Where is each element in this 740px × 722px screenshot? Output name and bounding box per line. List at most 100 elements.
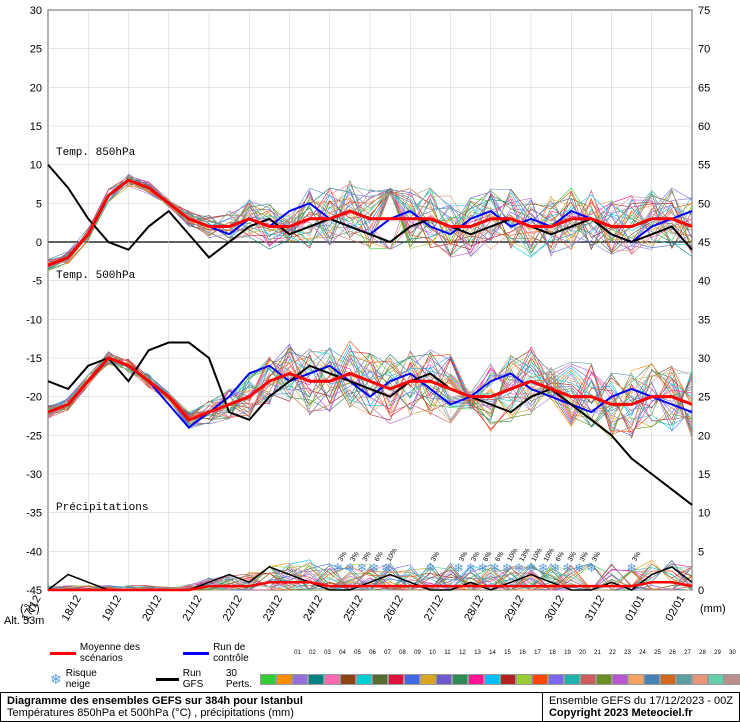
footer-right: Ensemble GEFS du 17/12/2023 - 00Z Copyri… bbox=[543, 693, 739, 721]
svg-text:10%: 10% bbox=[386, 547, 399, 563]
svg-text:30/12: 30/12 bbox=[543, 594, 567, 624]
legend-gfs-label: Run GFS bbox=[183, 668, 214, 690]
svg-text:55: 55 bbox=[698, 160, 710, 172]
legend-control-label: Run de contrôle bbox=[213, 642, 274, 664]
svg-text:❄: ❄ bbox=[333, 561, 343, 575]
svg-text:Alt. 53m: Alt. 53m bbox=[4, 615, 44, 627]
svg-text:19/12: 19/12 bbox=[100, 594, 124, 624]
svg-text:-20: -20 bbox=[26, 392, 42, 404]
svg-text:50: 50 bbox=[698, 198, 710, 210]
svg-text:❄: ❄ bbox=[381, 561, 391, 575]
svg-text:❄: ❄ bbox=[502, 561, 512, 575]
svg-text:❄: ❄ bbox=[369, 561, 379, 575]
svg-text:-10: -10 bbox=[26, 314, 42, 326]
svg-text:01/01: 01/01 bbox=[623, 594, 647, 624]
svg-text:60: 60 bbox=[698, 121, 710, 133]
svg-text:02/01: 02/01 bbox=[664, 594, 688, 624]
chart-container: -45-40-35-30-25-20-15-10-505101520253005… bbox=[0, 0, 740, 700]
svg-text:3%: 3% bbox=[430, 551, 441, 563]
svg-text:5: 5 bbox=[36, 198, 42, 210]
legend-gfs-swatch bbox=[156, 678, 178, 681]
svg-text:❄: ❄ bbox=[627, 561, 637, 575]
svg-text:❄: ❄ bbox=[454, 561, 464, 575]
svg-text:20: 20 bbox=[698, 430, 710, 442]
svg-text:30: 30 bbox=[30, 5, 42, 17]
svg-text:❄: ❄ bbox=[478, 561, 488, 575]
svg-text:Temp. 850hPa: Temp. 850hPa bbox=[56, 147, 136, 159]
legend-snow-label: Risque neige bbox=[66, 668, 107, 690]
legend-control-swatch bbox=[183, 652, 209, 655]
svg-text:Temp. 500hPa: Temp. 500hPa bbox=[56, 270, 136, 282]
legend-perts-label: 30 Perts. bbox=[226, 668, 252, 690]
pert-numbers: 0102030405060708091011121314151617181920… bbox=[290, 650, 740, 656]
svg-text:15: 15 bbox=[698, 469, 710, 481]
svg-text:❄: ❄ bbox=[345, 561, 355, 575]
footer-title: Diagramme des ensembles GEFS sur 384h po… bbox=[7, 695, 303, 707]
svg-text:31/12: 31/12 bbox=[583, 594, 607, 624]
svg-text:3%: 3% bbox=[591, 551, 602, 563]
svg-text:29/12: 29/12 bbox=[503, 594, 527, 624]
legend-mean: Moyenne des scénarios bbox=[50, 642, 171, 664]
footer-copyright: Copyright 2023 Meteociel.fr bbox=[549, 707, 693, 719]
svg-text:(mm): (mm) bbox=[700, 603, 726, 615]
svg-text:❄: ❄ bbox=[586, 561, 596, 575]
svg-text:❄: ❄ bbox=[550, 561, 560, 575]
svg-text:25/12: 25/12 bbox=[342, 594, 366, 624]
svg-text:-25: -25 bbox=[26, 430, 42, 442]
svg-text:5: 5 bbox=[698, 546, 704, 558]
footer: Diagramme des ensembles GEFS sur 384h po… bbox=[0, 692, 740, 722]
legend-perts: 30 Perts. bbox=[226, 668, 740, 690]
svg-text:45: 45 bbox=[698, 237, 710, 249]
svg-text:23/12: 23/12 bbox=[261, 594, 285, 624]
legend-control: Run de contrôle bbox=[183, 642, 274, 664]
svg-text:28/12: 28/12 bbox=[462, 594, 486, 624]
svg-text:❄: ❄ bbox=[538, 561, 548, 575]
svg-text:21/12: 21/12 bbox=[181, 594, 205, 624]
legend-row-2: ❄ Risque neige Run GFS 30 Perts. bbox=[0, 666, 740, 692]
svg-text:10: 10 bbox=[30, 160, 42, 172]
svg-text:❄: ❄ bbox=[562, 561, 572, 575]
svg-text:24/12: 24/12 bbox=[301, 594, 325, 624]
svg-text:❄: ❄ bbox=[574, 561, 584, 575]
svg-text:❄: ❄ bbox=[425, 561, 435, 575]
svg-text:10: 10 bbox=[698, 508, 710, 520]
legend-snow: ❄ Risque neige bbox=[50, 668, 106, 690]
footer-left: Diagramme des ensembles GEFS sur 384h po… bbox=[1, 693, 543, 721]
svg-text:25: 25 bbox=[30, 44, 42, 56]
svg-text:20/12: 20/12 bbox=[140, 594, 164, 624]
svg-text:-5: -5 bbox=[32, 276, 42, 288]
svg-text:❄: ❄ bbox=[526, 561, 536, 575]
svg-text:35: 35 bbox=[698, 314, 710, 326]
legend-mean-swatch bbox=[50, 652, 76, 655]
svg-text:❄: ❄ bbox=[466, 561, 476, 575]
svg-text:22/12: 22/12 bbox=[221, 594, 245, 624]
svg-text:0: 0 bbox=[36, 237, 42, 249]
svg-text:18/12: 18/12 bbox=[60, 594, 84, 624]
svg-text:20: 20 bbox=[30, 82, 42, 94]
svg-text:65: 65 bbox=[698, 82, 710, 94]
svg-text:-15: -15 bbox=[26, 353, 42, 365]
svg-text:-35: -35 bbox=[26, 508, 42, 520]
legend-gfs: Run GFS bbox=[156, 668, 214, 690]
svg-text:15: 15 bbox=[30, 121, 42, 133]
svg-text:75: 75 bbox=[698, 5, 710, 17]
legend-mean-label: Moyenne des scénarios bbox=[80, 642, 171, 664]
footer-subtitle: Températures 850hPa et 500hPa (°C) , pré… bbox=[7, 707, 294, 719]
svg-text:40: 40 bbox=[698, 276, 710, 288]
svg-text:27/12: 27/12 bbox=[422, 594, 446, 624]
svg-text:25: 25 bbox=[698, 392, 710, 404]
svg-text:26/12: 26/12 bbox=[382, 594, 406, 624]
svg-text:3%: 3% bbox=[631, 551, 642, 563]
footer-run-info: Ensemble GEFS du 17/12/2023 - 00Z bbox=[549, 695, 733, 707]
svg-text:30: 30 bbox=[698, 353, 710, 365]
svg-text:70: 70 bbox=[698, 44, 710, 56]
ensemble-chart: -45-40-35-30-25-20-15-10-505101520253005… bbox=[0, 0, 740, 640]
svg-text:-30: -30 bbox=[26, 469, 42, 481]
svg-text:Précipitations: Précipitations bbox=[56, 502, 148, 514]
svg-text:(°C): (°C) bbox=[20, 603, 40, 615]
legend-row-1: Moyenne des scénarios Run de contrôle 01… bbox=[0, 640, 740, 666]
svg-text:0: 0 bbox=[698, 585, 704, 597]
pert-swatches bbox=[260, 674, 740, 685]
snowflake-icon: ❄ bbox=[50, 671, 62, 688]
svg-text:❄: ❄ bbox=[490, 561, 500, 575]
